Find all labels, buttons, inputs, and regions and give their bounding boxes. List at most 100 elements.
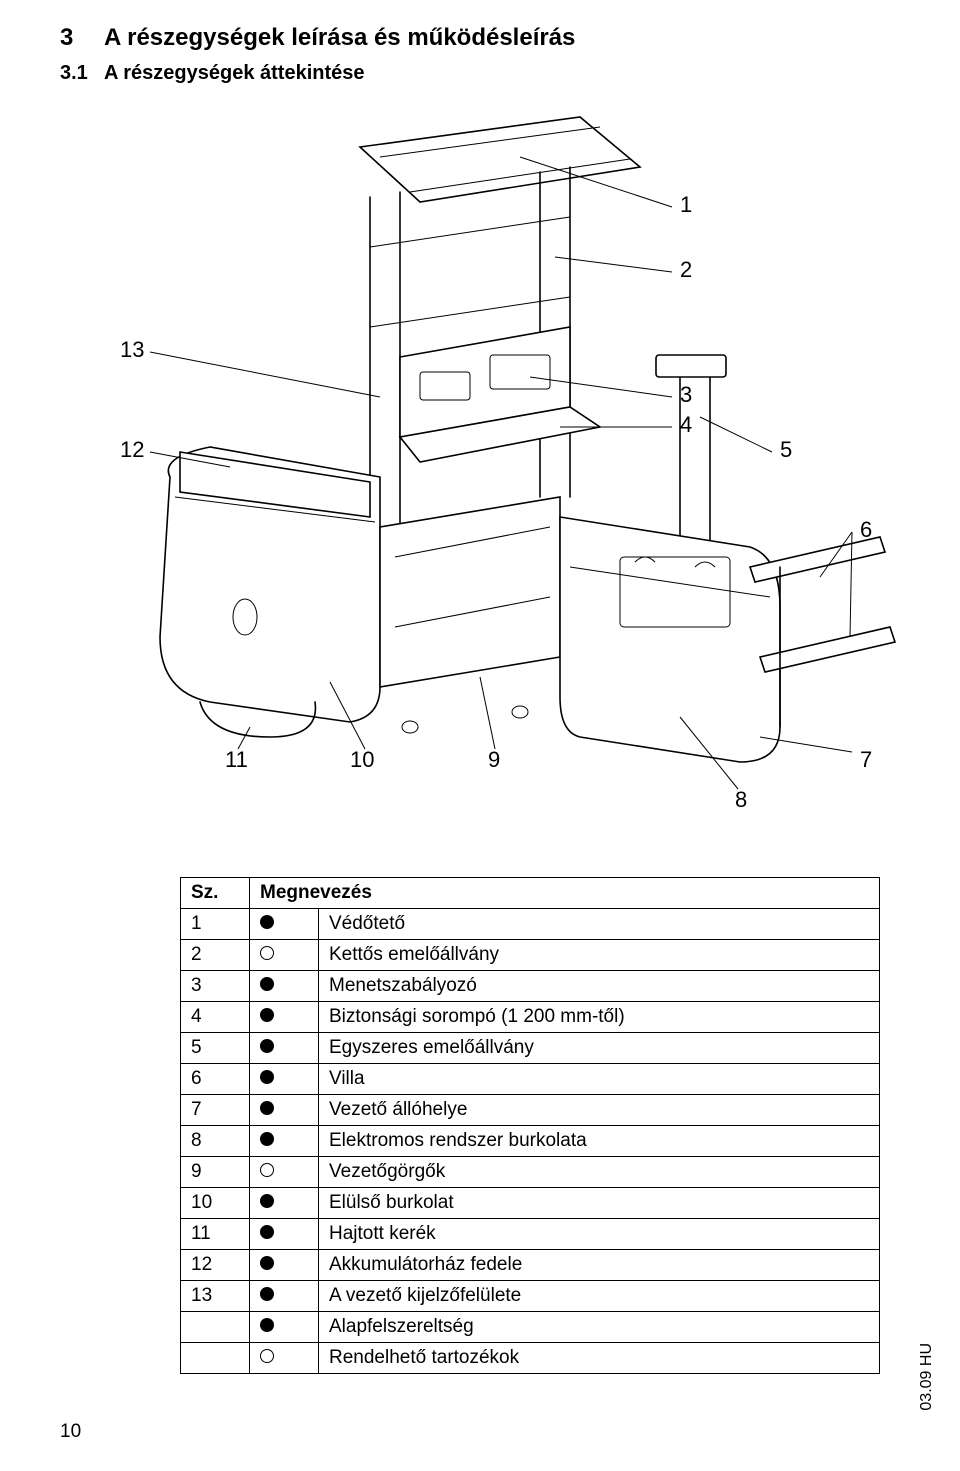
callout-3: 3 [680, 382, 692, 407]
callout-6: 6 [860, 517, 872, 542]
table-row: 12 Akkumulátorház fedele [181, 1250, 880, 1281]
cell-mark [250, 971, 319, 1002]
cell-mark [250, 1312, 319, 1343]
cell-mark [250, 1033, 319, 1064]
table-row: 2 Kettős emelőállvány [181, 940, 880, 971]
cell-mark [250, 1188, 319, 1219]
table-row: 4 Biztonsági sorompó (1 200 mm-től) [181, 1002, 880, 1033]
callout-11: 11 [225, 747, 248, 772]
cell-sz: 12 [181, 1250, 250, 1281]
table-row: 10 Elülső burkolat [181, 1188, 880, 1219]
cell-sz: 2 [181, 940, 250, 971]
callout-1: 1 [680, 192, 692, 217]
cell-mark [250, 1281, 319, 1312]
cell-name: Vezetőgörgők [319, 1157, 880, 1188]
callout-4: 4 [680, 412, 692, 437]
filled-circle-icon [260, 1039, 274, 1053]
component-diagram: 1 2 3 4 5 6 7 8 9 10 11 12 13 [60, 97, 900, 857]
table-row: 13 A vezető kijelzőfelülete [181, 1281, 880, 1312]
filled-circle-icon [260, 1070, 274, 1084]
filled-circle-icon [260, 1194, 274, 1208]
open-circle-icon [260, 1349, 274, 1363]
forklift-line-drawing: 1 2 3 4 5 6 7 8 9 10 11 12 13 [60, 97, 900, 857]
callout-13: 13 [120, 337, 144, 362]
callout-12: 12 [120, 437, 144, 462]
cell-name: Menetszabályozó [319, 971, 880, 1002]
cell-name: Vezető állóhelye [319, 1095, 880, 1126]
callout-2: 2 [680, 257, 692, 282]
cell-sz [181, 1343, 250, 1374]
header-name: Megnevezés [250, 878, 880, 909]
cell-mark [250, 1095, 319, 1126]
table-row: 3 Menetszabályozó [181, 971, 880, 1002]
cell-name: Akkumulátorház fedele [319, 1250, 880, 1281]
cell-name: Egyszeres emelőállvány [319, 1033, 880, 1064]
table-row: 5 Egyszeres emelőállvány [181, 1033, 880, 1064]
filled-circle-icon [260, 1132, 274, 1146]
open-circle-icon [260, 1163, 274, 1177]
legend-table: Sz. Megnevezés 1 Védőtető 2 Kettős emelő… [180, 877, 880, 1374]
filled-circle-icon [260, 1256, 274, 1270]
filled-circle-icon [260, 1225, 274, 1239]
cell-name: Villa [319, 1064, 880, 1095]
cell-sz: 4 [181, 1002, 250, 1033]
cell-sz [181, 1312, 250, 1343]
cell-sz: 3 [181, 971, 250, 1002]
cell-sz: 6 [181, 1064, 250, 1095]
section-title: A részegységek leírása és működésleírás [104, 24, 575, 52]
callout-5: 5 [780, 437, 792, 462]
cell-sz: 9 [181, 1157, 250, 1188]
section-number: 3 [60, 24, 104, 52]
cell-name: Elülső burkolat [319, 1188, 880, 1219]
table-row: 8 Elektromos rendszer burkolata [181, 1126, 880, 1157]
filled-circle-icon [260, 1318, 274, 1332]
cell-mark [250, 1002, 319, 1033]
subsection-number: 3.1 [60, 62, 104, 85]
callout-9: 9 [488, 747, 500, 772]
filled-circle-icon [260, 1008, 274, 1022]
table-row: 1 Védőtető [181, 909, 880, 940]
header-sz: Sz. [181, 878, 250, 909]
table-row: 9 Vezetőgörgők [181, 1157, 880, 1188]
subsection-heading: 3.1 A részegységek áttekintése [60, 62, 900, 85]
section-heading: 3 A részegységek leírása és működésleírá… [60, 24, 900, 52]
callout-7: 7 [860, 747, 872, 772]
cell-mark [250, 1157, 319, 1188]
cell-sz: 13 [181, 1281, 250, 1312]
cell-sz: 7 [181, 1095, 250, 1126]
cell-mark [250, 909, 319, 940]
cell-mark [250, 1343, 319, 1374]
cell-mark [250, 1250, 319, 1281]
cell-mark [250, 1064, 319, 1095]
table-row: 11 Hajtott kerék [181, 1219, 880, 1250]
cell-name: Védőtető [319, 909, 880, 940]
cell-sz: 11 [181, 1219, 250, 1250]
callout-8: 8 [735, 787, 747, 812]
table-row: 6 Villa [181, 1064, 880, 1095]
subsection-title: A részegységek áttekintése [104, 62, 365, 85]
cell-name: Hajtott kerék [319, 1219, 880, 1250]
cell-name: Kettős emelőállvány [319, 940, 880, 971]
cell-sz: 5 [181, 1033, 250, 1064]
cell-mark [250, 1126, 319, 1157]
open-circle-icon [260, 946, 274, 960]
filled-circle-icon [260, 977, 274, 991]
filled-circle-icon [260, 1101, 274, 1115]
cell-name: Biztonsági sorompó (1 200 mm-től) [319, 1002, 880, 1033]
cell-name: A vezető kijelzőfelülete [319, 1281, 880, 1312]
cell-sz: 8 [181, 1126, 250, 1157]
table-row: Alapfelszereltség [181, 1312, 880, 1343]
cell-sz: 1 [181, 909, 250, 940]
filled-circle-icon [260, 1287, 274, 1301]
table-row: Rendelhető tartozékok [181, 1343, 880, 1374]
side-code: 03.09 HU [918, 1343, 936, 1411]
cell-mark [250, 1219, 319, 1250]
filled-circle-icon [260, 915, 274, 929]
page-number: 10 [60, 1421, 81, 1443]
cell-name: Elektromos rendszer burkolata [319, 1126, 880, 1157]
table-row: 7 Vezető állóhelye [181, 1095, 880, 1126]
cell-name: Rendelhető tartozékok [319, 1343, 880, 1374]
page: 3 A részegységek leírása és működésleírá… [0, 0, 960, 1471]
table-header-row: Sz. Megnevezés [181, 878, 880, 909]
callout-10: 10 [350, 747, 374, 772]
